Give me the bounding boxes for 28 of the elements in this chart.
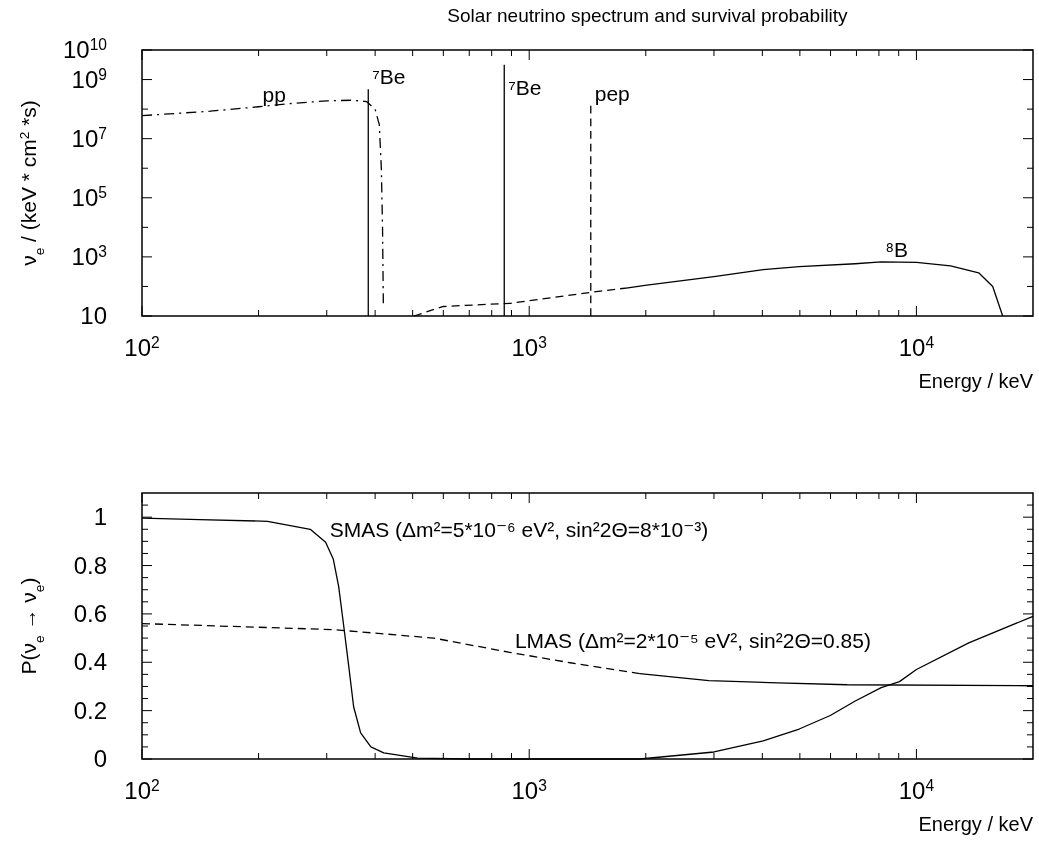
y-tick-label: 0.6 xyxy=(73,599,107,627)
y-tick-label: 0.2 xyxy=(73,696,107,724)
annotation: ⁷Be xyxy=(372,65,406,89)
y-tick-label: 10 xyxy=(80,302,107,329)
y-tick-label: 10$^{9}$ xyxy=(71,65,107,93)
x-tick-label: 10$^{3}$ xyxy=(511,776,547,804)
annotation: SMAS (Δm²=5*10⁻⁶ eV², sin²2Θ=8*10⁻³) xyxy=(329,518,709,542)
y-tick-label: 0 xyxy=(93,745,107,772)
x-axis-title: Energy / keV xyxy=(918,370,1034,392)
annotation: ⁸B xyxy=(885,237,909,261)
x-tick-label: 10$^{2}$ xyxy=(124,333,160,361)
y-tick-label: 10$^{3}$ xyxy=(71,242,107,270)
annotation: LMAS (Δm²=2*10⁻⁵ eV², sin²2Θ=0.85) xyxy=(514,628,871,652)
annotation: ⁷Be xyxy=(508,76,542,100)
x-tick-label: 10$^{4}$ xyxy=(898,776,935,804)
y-tick-label: 10$^{5}$ xyxy=(71,183,108,211)
y-tick-label: 0.4 xyxy=(73,648,107,676)
chart-title: Solar neutrino spectrum and survival probability xyxy=(447,5,849,26)
y-tick-label: 0.8 xyxy=(73,551,107,579)
annotation: pep xyxy=(594,81,630,105)
x-axis-title: Energy / keV xyxy=(918,813,1034,835)
x-tick-label: 10$^{4}$ xyxy=(898,333,935,361)
x-tick-label: 10$^{3}$ xyxy=(511,333,547,361)
y-tick-label: 10$^{7}$ xyxy=(71,124,107,152)
x-tick-label: 10$^{2}$ xyxy=(124,776,160,804)
y-tick-label: 10$^{10}$ xyxy=(62,35,108,63)
y-tick-label: 1 xyxy=(93,503,107,531)
annotation: pp xyxy=(262,82,286,106)
